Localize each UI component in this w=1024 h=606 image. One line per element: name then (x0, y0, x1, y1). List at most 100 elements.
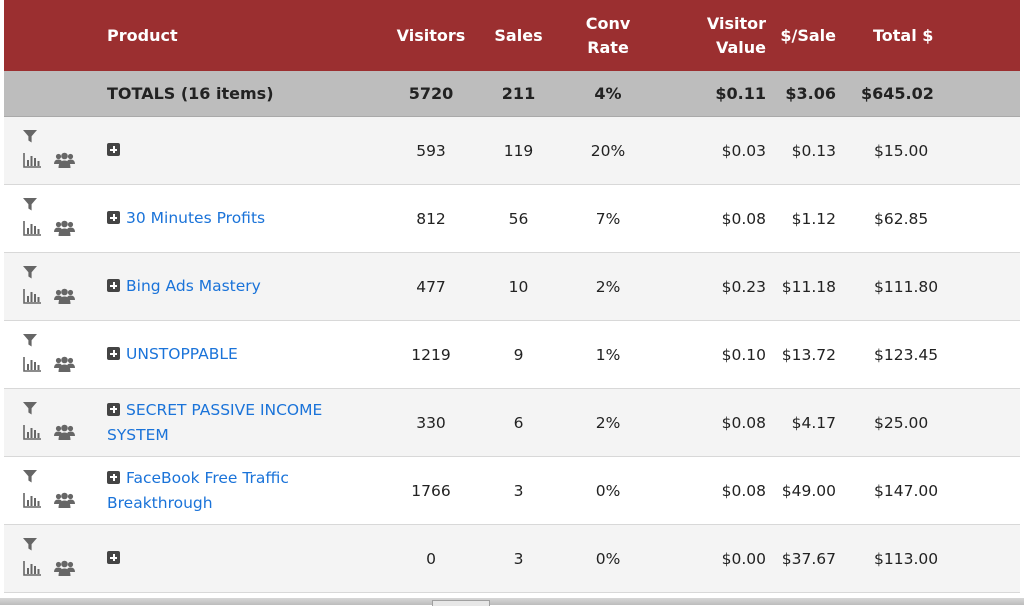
row-actions (4, 524, 107, 593)
table-row: Bing Ads Mastery 477 10 2% $0.23 $11.18 … (4, 252, 1020, 321)
expand-plus-icon[interactable] (107, 211, 120, 224)
sales-cell: 3 (479, 524, 558, 593)
expand-plus-icon[interactable] (107, 470, 120, 484)
filter-icon[interactable] (23, 537, 37, 555)
visitor-value-cell: $0.08 (658, 388, 773, 457)
conv-rate-cell: 7% (558, 184, 658, 253)
bar-chart-icon[interactable] (23, 357, 41, 376)
row-actions (4, 320, 107, 389)
product-link[interactable]: 30 Minutes Profits (126, 209, 266, 227)
expand-plus-icon[interactable] (107, 551, 120, 564)
column-header-per-sale[interactable]: $/Sale (773, 0, 836, 71)
product-report: Product Visitors Sales Conv Rate Visitor V… (4, 0, 1020, 593)
filter-icon[interactable] (23, 265, 37, 283)
filter-icon[interactable] (23, 333, 37, 351)
bar-chart-icon[interactable] (23, 425, 41, 444)
table-row: UNSTOPPABLE 1219 9 1% $0.10 $13.72 $123.… (4, 320, 1020, 389)
row-actions (4, 184, 107, 253)
table-row: SECRET PASSIVE INCOME SYSTEM 330 6 2% $0.… (4, 388, 1020, 457)
visitor-value-cell: $0.00 (658, 524, 773, 593)
total-cell: $62.85 (836, 184, 1020, 253)
users-icon[interactable] (54, 220, 75, 240)
product-cell: Bing Ads Mastery (107, 252, 383, 321)
column-header-visitor-value[interactable]: Visitor Value (658, 0, 773, 71)
product-cell: SECRET PASSIVE INCOME SYSTEM (107, 388, 383, 457)
per-sale-cell: $13.72 (773, 320, 836, 389)
totals-label: TOTALS (16 items) (107, 71, 383, 117)
total-cell: $123.45 (836, 320, 1020, 389)
visitors-cell: 593 (383, 116, 479, 185)
product-table: Product Visitors Sales Conv Rate Visitor V… (4, 0, 1020, 593)
users-icon[interactable] (54, 492, 75, 512)
product-link[interactable]: Bing Ads Mastery (126, 277, 261, 295)
bar-chart-icon[interactable] (23, 289, 41, 308)
per-sale-cell: $11.18 (773, 252, 836, 321)
visitor-value-cell: $0.23 (658, 252, 773, 321)
filter-icon[interactable] (23, 469, 37, 487)
column-header-product[interactable]: Product (107, 0, 383, 71)
row-actions (4, 116, 107, 185)
row-actions (4, 456, 107, 525)
product-link-line2[interactable]: SYSTEM (107, 425, 169, 444)
total-cell: $147.00 (836, 456, 1020, 525)
visitors-cell: 812 (383, 184, 479, 253)
totals-visitors: 5720 (383, 71, 479, 117)
users-icon[interactable] (54, 560, 75, 580)
sales-cell: 6 (479, 388, 558, 457)
scrollbar-thumb[interactable] (432, 600, 490, 606)
sales-cell: 9 (479, 320, 558, 389)
bar-chart-icon[interactable] (23, 221, 41, 240)
vv-line2: Value (715, 37, 766, 57)
bar-chart-icon[interactable] (23, 493, 41, 512)
product-link[interactable]: FaceBook Free Traffic (126, 468, 289, 487)
users-icon[interactable] (54, 356, 75, 376)
conv-line1: Conv (585, 13, 631, 33)
visitor-value-cell: $0.10 (658, 320, 773, 389)
per-sale-cell: $1.12 (773, 184, 836, 253)
total-cell: $15.00 (836, 116, 1020, 185)
table-row: 30 Minutes Profits 812 56 7% $0.08 $1.12… (4, 184, 1020, 253)
row-actions (4, 252, 107, 321)
visitors-cell: 0 (383, 524, 479, 593)
users-icon[interactable] (54, 152, 75, 172)
product-link-line2[interactable]: Breakthrough (107, 493, 213, 512)
bar-chart-icon[interactable] (23, 561, 41, 580)
conv-rate-cell: 20% (558, 116, 658, 185)
product-link[interactable]: UNSTOPPABLE (126, 345, 238, 363)
visitors-cell: 1219 (383, 320, 479, 389)
filter-icon[interactable] (23, 197, 37, 215)
filter-icon[interactable] (23, 401, 37, 419)
totals-sales: 211 (479, 71, 558, 117)
expand-plus-icon[interactable] (107, 402, 120, 416)
bar-chart-icon[interactable] (23, 153, 41, 172)
conv-line2: Rate (587, 37, 629, 57)
header-row: Product Visitors Sales Conv Rate Visitor V… (4, 0, 1020, 71)
users-icon[interactable] (54, 424, 75, 444)
per-sale-cell: $49.00 (773, 456, 836, 525)
column-header-visitors[interactable]: Visitors (383, 0, 479, 71)
expand-plus-icon[interactable] (107, 279, 120, 292)
column-header-sales[interactable]: Sales (479, 0, 558, 71)
column-header-conv-rate[interactable]: Conv Rate (558, 0, 658, 71)
expand-plus-icon[interactable] (107, 143, 120, 156)
conv-rate-cell: 2% (558, 252, 658, 321)
visitors-cell: 477 (383, 252, 479, 321)
product-cell: 30 Minutes Profits (107, 184, 383, 253)
visitors-cell: 1766 (383, 456, 479, 525)
column-header-total[interactable]: Total $ (836, 0, 1020, 71)
table-row: 593 119 20% $0.03 $0.13 $15.00 (4, 116, 1020, 185)
filter-icon[interactable] (23, 129, 37, 147)
total-cell: $113.00 (836, 524, 1020, 593)
users-icon[interactable] (54, 288, 75, 308)
totals-per-sale: $3.06 (773, 71, 836, 117)
horizontal-scrollbar[interactable] (0, 598, 1024, 605)
sales-cell: 3 (479, 456, 558, 525)
expand-plus-icon[interactable] (107, 347, 120, 360)
visitors-cell: 330 (383, 388, 479, 457)
total-cell: $111.80 (836, 252, 1020, 321)
sales-cell: 56 (479, 184, 558, 253)
totals-row: TOTALS (16 items) 5720 211 4% $0.11 $3.0… (4, 71, 1020, 117)
product-link[interactable]: SECRET PASSIVE INCOME (126, 400, 323, 419)
totals-icons-cell (4, 71, 107, 117)
total-cell: $25.00 (836, 388, 1020, 457)
